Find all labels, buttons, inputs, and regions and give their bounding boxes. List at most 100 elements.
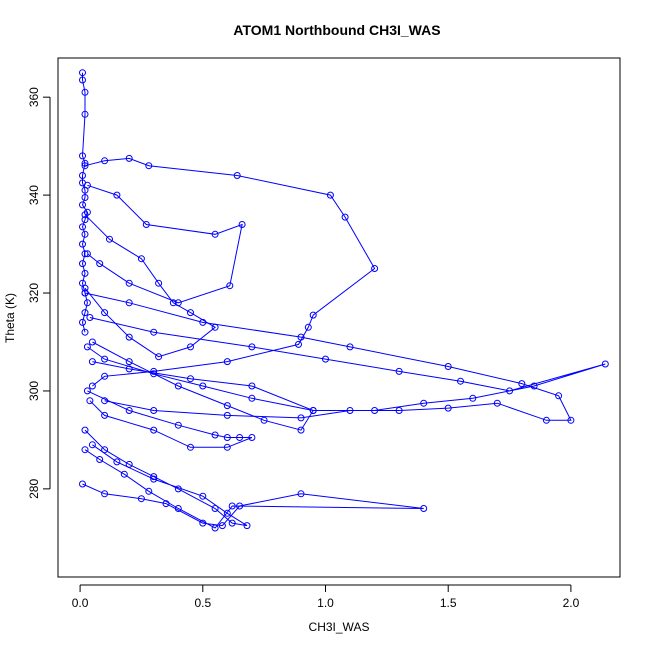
data-point [420, 505, 428, 512]
y-tick-label: 280 [27, 479, 41, 499]
data-point [322, 355, 329, 363]
data-point [162, 500, 170, 508]
series-8 [79, 446, 428, 532]
data-point [81, 309, 89, 317]
data-point [223, 509, 231, 517]
data-point [81, 162, 89, 170]
series-1 [81, 154, 379, 390]
data-point [371, 265, 379, 272]
y-axis-label: Theta (K) [3, 293, 17, 343]
series-6 [83, 387, 256, 451]
data-point [137, 255, 145, 263]
data-point [81, 230, 89, 238]
data-point [83, 299, 91, 307]
data-point [297, 490, 305, 498]
data-point [83, 387, 91, 395]
data-point [79, 260, 86, 268]
data-point [86, 314, 94, 321]
data-point [81, 328, 89, 336]
data-point [150, 328, 158, 336]
data-point [233, 172, 241, 179]
y-tick-label: 360 [27, 87, 41, 107]
data-point [518, 380, 526, 388]
data-point [187, 375, 194, 383]
data-point [346, 343, 354, 351]
data-point [420, 399, 428, 407]
data-point [145, 162, 153, 170]
data-point [371, 407, 379, 414]
y-tick-label: 300 [27, 381, 41, 401]
data-point [469, 394, 477, 402]
x-tick-label: 0.5 [194, 596, 211, 610]
data-point [228, 502, 236, 510]
data-point [81, 269, 89, 277]
data-point [101, 355, 109, 363]
data-point [199, 492, 207, 500]
data-point [155, 353, 163, 361]
data-point [223, 358, 231, 366]
series-5 [83, 338, 317, 434]
data-point [125, 407, 133, 414]
series-line [87, 184, 243, 304]
data-point [125, 365, 133, 373]
data-point [187, 309, 194, 317]
data-point [309, 311, 317, 319]
data-point [297, 414, 305, 422]
data-point [101, 372, 109, 380]
data-point [113, 458, 121, 466]
data-point [457, 377, 464, 385]
data-point [81, 159, 89, 167]
data-point [88, 338, 96, 346]
data-point [248, 394, 256, 402]
data-point [228, 519, 236, 527]
series-line [87, 390, 253, 448]
series-line [84, 157, 376, 387]
series-3 [81, 289, 575, 424]
data-point [83, 343, 91, 351]
chart-title: ATOM1 Northbound CH3I_WAS [233, 22, 440, 38]
data-point [79, 318, 86, 326]
data-point [341, 213, 349, 221]
data-point [125, 154, 133, 162]
data-point [125, 333, 133, 341]
data-point [106, 235, 113, 243]
series-4 [86, 314, 609, 414]
data-point [79, 69, 86, 77]
data-point [88, 358, 96, 366]
data-point [150, 473, 158, 481]
data-point [174, 485, 182, 493]
data-point [211, 505, 219, 512]
y-tick-label: 340 [27, 185, 41, 205]
data-point [243, 522, 251, 530]
series-line [89, 317, 606, 411]
data-point [79, 240, 86, 248]
data-point [395, 367, 403, 375]
data-point [79, 223, 86, 231]
y-tick-label: 320 [27, 283, 41, 303]
data-point [88, 441, 96, 449]
data-point [88, 382, 96, 390]
series-line [82, 449, 424, 529]
data-point [150, 367, 158, 375]
data-point [81, 446, 89, 454]
data-point [211, 323, 219, 331]
data-point [223, 402, 231, 410]
data-point [218, 522, 226, 530]
data-point [150, 426, 158, 434]
data-point [542, 416, 550, 424]
data-point [223, 443, 231, 451]
data-point [248, 343, 256, 351]
data-point [81, 289, 89, 297]
data-point [187, 443, 194, 451]
data-point [137, 495, 145, 503]
data-point [86, 397, 94, 405]
data-point [211, 230, 219, 238]
data-point [199, 519, 207, 527]
data-point [297, 426, 305, 434]
series-2 [83, 181, 246, 307]
data-point [125, 460, 133, 468]
data-point [125, 279, 133, 287]
data-point [120, 470, 128, 478]
